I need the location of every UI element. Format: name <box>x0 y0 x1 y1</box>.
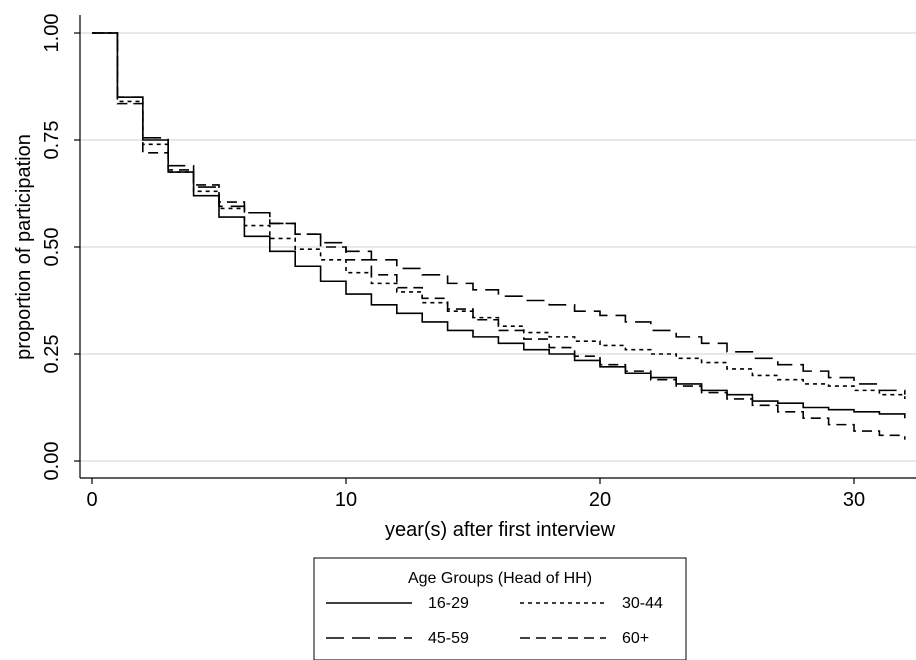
series-line-30-44 <box>92 32 906 399</box>
x-tick-label-3: 30 <box>843 489 865 511</box>
x-tick-label-1: 10 <box>335 489 357 511</box>
y-tick-label-4: 1.00 <box>41 14 63 53</box>
x-axis-title: year(s) after first interview <box>385 519 616 541</box>
y-axis-title: proportion of participation <box>13 134 35 360</box>
y-tick-label-2: 0.50 <box>41 228 63 267</box>
series-lines <box>92 32 906 440</box>
legend-title: Age Groups (Head of HH) <box>408 570 592 587</box>
ticks: 0.00 0.25 0.50 0.75 1.00 0 10 20 30 <box>41 14 865 511</box>
series-line-45-59 <box>92 32 906 395</box>
series-line-16-29 <box>92 32 906 419</box>
x-tick-label-0: 0 <box>86 489 97 511</box>
legend-label-30-44: 30-44 <box>622 595 663 612</box>
gridlines <box>80 32 916 462</box>
y-tick-label-0: 0.00 <box>41 442 63 481</box>
legend-items: 16-29 30-44 45-59 60+ <box>326 595 663 647</box>
series-line-60+ <box>92 32 906 440</box>
legend: Age Groups (Head of HH) 16-29 30-44 45-59 6… <box>313 557 687 660</box>
legend-label-16-29: 16-29 <box>428 595 469 612</box>
legend-label-45-59: 45-59 <box>428 630 469 647</box>
y-tick-label-3: 0.75 <box>41 121 63 160</box>
legend-box <box>313 557 687 660</box>
legend-label-60+: 60+ <box>622 630 649 647</box>
x-tick-label-2: 20 <box>589 489 611 511</box>
y-tick-label-1: 0.25 <box>41 335 63 374</box>
